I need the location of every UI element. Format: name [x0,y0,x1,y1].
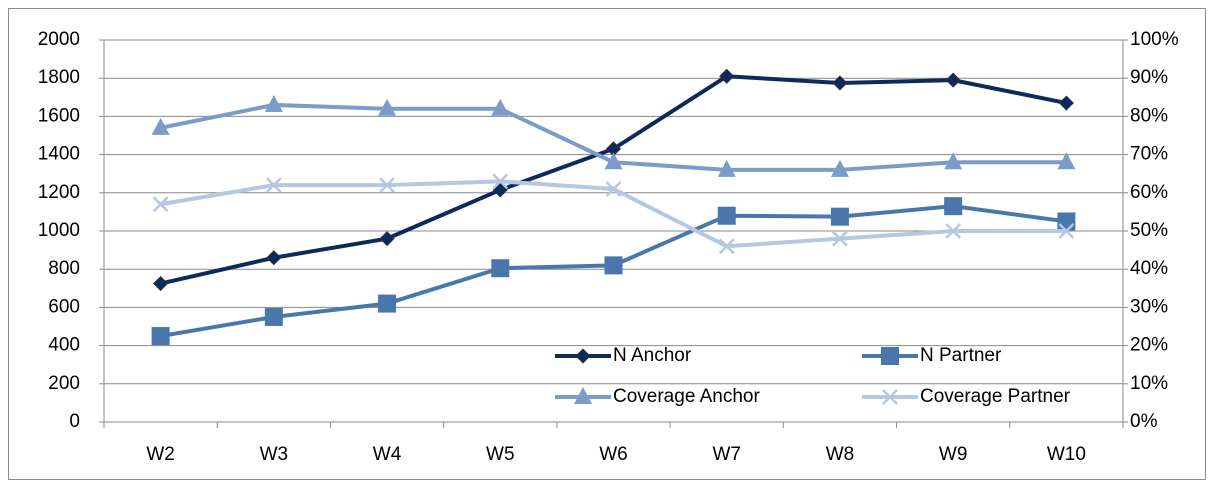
marker [944,152,963,170]
marker [265,177,282,194]
marker [718,238,735,255]
marker [604,256,623,275]
legend-label: N Anchor [613,345,692,366]
y2-tick-label: 0% [1130,411,1158,432]
x-tick-label: W8 [826,444,855,465]
y-tick-label: 2000 [38,29,80,50]
marker [1058,95,1074,111]
y-tick-label: 1800 [38,67,80,88]
y-tick-label: 1200 [38,182,80,203]
marker [832,75,848,91]
marker [605,181,622,197]
y-tick-label: 1600 [38,105,80,126]
legend-label: Coverage Partner [920,386,1071,407]
marker [151,327,170,346]
x-tick-label: W4 [373,444,402,465]
y2-tick-label: 90% [1130,67,1168,88]
marker [492,173,509,190]
x-tick-label: W9 [939,444,968,465]
marker [153,275,169,292]
y-tick-label: 1000 [38,220,80,241]
y-tick-label: 800 [48,258,80,279]
marker [264,307,283,326]
marker [491,98,510,116]
x-tick-label: W3 [260,444,289,465]
y-tick-label: 0 [69,411,80,432]
x-tick-label: W7 [712,444,741,465]
marker [151,117,170,135]
x-tick-label: W6 [599,444,628,465]
chart-frame [8,8,1206,480]
y2-tick-label: 20% [1130,335,1168,356]
legend-label: Coverage Anchor [613,386,760,407]
marker [881,347,899,365]
marker [945,72,961,88]
y2-tick-label: 10% [1130,373,1168,394]
marker [1057,212,1076,231]
legend-label: N Partner [920,345,1002,366]
marker [944,197,963,216]
marker [378,98,397,116]
y2-tick-label: 70% [1130,144,1168,165]
marker [832,230,848,247]
y-tick-label: 1400 [38,144,80,165]
y2-tick-label: 60% [1130,182,1168,203]
x-tick-label: W10 [1047,444,1086,465]
y2-tick-label: 80% [1130,105,1168,126]
marker [1057,152,1076,170]
y-tick-label: 200 [48,373,80,394]
marker [830,207,849,226]
marker [379,231,395,247]
marker [882,389,898,405]
marker [266,250,282,266]
marker [264,94,283,112]
marker [574,387,592,404]
y2-tick-label: 50% [1130,220,1168,241]
y-tick-label: 600 [48,296,80,317]
marker [719,68,735,84]
marker [575,348,591,364]
marker [945,223,962,239]
marker [378,294,397,313]
marker [830,159,849,177]
marker [152,196,169,213]
marker [717,159,736,177]
y2-tick-label: 40% [1130,258,1168,279]
y2-tick-label: 100% [1130,29,1179,50]
y2-tick-label: 30% [1130,296,1168,317]
y-tick-label: 400 [48,335,80,356]
marker [604,152,623,170]
marker [379,177,395,194]
x-tick-label: W2 [146,444,175,465]
x-tick-label: W5 [486,444,515,465]
marker [491,259,510,278]
marker [717,206,736,225]
marker [1058,223,1075,239]
